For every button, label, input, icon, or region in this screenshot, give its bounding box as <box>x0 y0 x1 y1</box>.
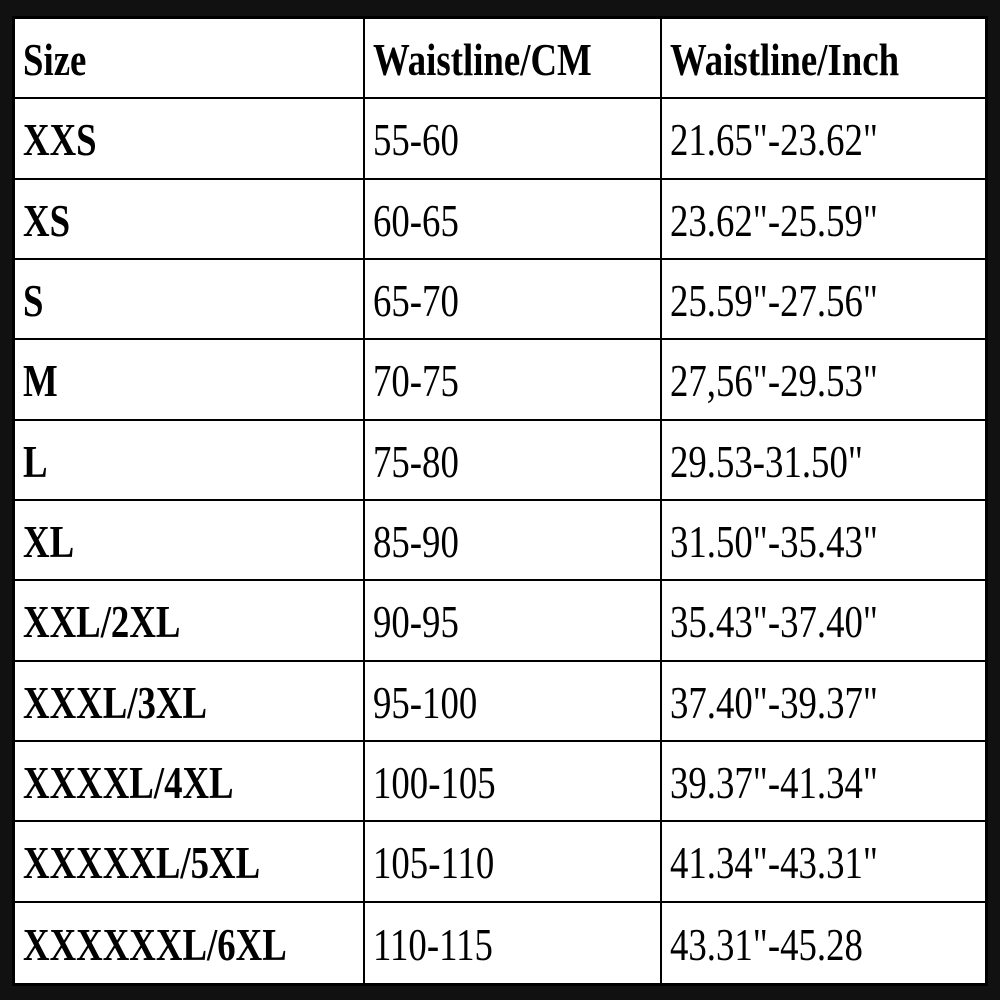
cell-cm: 110-115 <box>365 902 662 983</box>
cell-size: XXXXXL/5XL <box>15 822 365 903</box>
cell-inch: 41.34"-43.31" <box>662 822 985 903</box>
cell-text: 55-60 <box>373 114 459 166</box>
cell-text: 39.37"-41.34" <box>670 757 878 809</box>
header-text: Waistline/CM <box>373 34 592 86</box>
cell-cm: 55-60 <box>365 99 662 180</box>
cell-text: XS <box>23 194 71 246</box>
cell-text: XXL/2XL <box>23 596 181 648</box>
cell-text: 37.40"-39.37" <box>670 676 878 728</box>
header-text: Waistline/Inch <box>670 34 900 86</box>
cell-text: 21.65"-23.62" <box>670 114 878 166</box>
cell-text: 23.62"-25.59" <box>670 194 878 246</box>
cell-inch: 31.50"-35.43" <box>662 501 985 582</box>
cell-text: 70-75 <box>373 355 459 407</box>
cell-text: 35.43"-37.40" <box>670 596 878 648</box>
cell-cm: 90-95 <box>365 581 662 662</box>
cell-size: XS <box>15 179 365 260</box>
cell-inch: 27,56"-29.53" <box>662 340 985 421</box>
header-cell-cm: Waistline/CM <box>365 19 662 100</box>
cell-text: 100-105 <box>373 757 496 809</box>
cell-text: 110-115 <box>373 918 493 970</box>
cell-inch: 23.62"-25.59" <box>662 180 985 260</box>
header-text: Size <box>23 34 87 86</box>
cell-size: XXXXXXL/6XL <box>15 902 365 983</box>
cell-size: XXXXL/4XL <box>15 742 365 823</box>
cell-cm: 100-105 <box>365 742 662 823</box>
cell-size: L <box>15 420 365 501</box>
cell-cm: 75-80 <box>365 420 662 501</box>
size-chart-table: Size Waistline/CM Waistline/Inch XXS 55-6… <box>12 16 988 986</box>
cell-size: XL <box>15 501 365 582</box>
cell-cm: 60-65 <box>365 179 662 260</box>
cell-text: 105-110 <box>373 837 495 889</box>
cell-text: 31.50"-35.43" <box>670 516 878 568</box>
cell-text: XXXXXL/5XL <box>23 837 261 889</box>
cell-size: S <box>15 260 365 341</box>
cell-text: 75-80 <box>373 435 459 487</box>
cell-inch: 37.40"-39.37" <box>662 662 985 742</box>
cell-text: 25.59"-27.56" <box>670 275 878 327</box>
cell-size: XXL/2XL <box>15 581 365 662</box>
cell-cm: 95-100 <box>365 661 662 742</box>
cell-inch: 43.31"-45.28 <box>662 903 985 983</box>
cell-cm: 85-90 <box>365 501 662 582</box>
cell-text: 65-70 <box>373 275 459 327</box>
cell-cm: 65-70 <box>365 260 662 341</box>
cell-inch: 25.59"-27.56" <box>662 260 985 341</box>
cell-size: XXS <box>15 99 365 180</box>
cell-text: L <box>23 435 48 487</box>
cell-size: XXXL/3XL <box>15 661 365 742</box>
cell-text: 85-90 <box>373 516 459 568</box>
cell-size: M <box>15 340 365 421</box>
cell-text: 41.34"-43.31" <box>670 837 878 889</box>
header-cell-size: Size <box>15 19 365 100</box>
cell-text: XXXL/3XL <box>23 676 208 728</box>
cell-text: M <box>23 355 58 407</box>
cell-text: 60-65 <box>373 194 459 246</box>
cell-text: XXXXL/4XL <box>23 757 234 809</box>
cell-text: XL <box>23 516 75 568</box>
cell-cm: 70-75 <box>365 340 662 421</box>
cell-text: 95-100 <box>373 676 478 728</box>
cell-text: 43.31"-45.28 <box>670 918 863 970</box>
cell-inch: 35.43"-37.40" <box>662 581 985 662</box>
cell-inch: 21.65"-23.62" <box>662 99 985 180</box>
cell-text: 29.53-31.50" <box>670 435 863 487</box>
cell-inch: 29.53-31.50" <box>662 421 985 501</box>
cell-text: XXXXXXL/6XL <box>23 918 287 970</box>
cell-inch: 39.37"-41.34" <box>662 742 985 823</box>
cell-text: 27,56"-29.53" <box>670 355 878 407</box>
cell-text: S <box>23 275 44 327</box>
cell-text: XXS <box>23 114 97 166</box>
header-cell-inch: Waistline/Inch <box>662 19 985 100</box>
cell-text: 90-95 <box>373 596 459 648</box>
cell-cm: 105-110 <box>365 822 662 903</box>
